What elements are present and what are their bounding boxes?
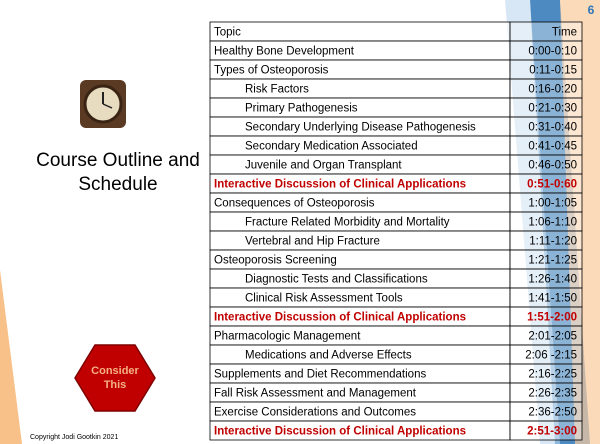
clock-image [80,80,126,128]
time: 2:16-2:25 [528,369,577,381]
stripe-orange [560,0,600,444]
time: 1:26-1:40 [528,274,577,286]
topic: Primary Pathogenesis [245,103,358,115]
topic: Consequences of Osteoporosis [214,198,375,210]
callout-hexagon [74,344,156,412]
topic: Interactive Discussion of Clinical Appli… [214,426,466,438]
time: 2:26-2:35 [528,388,577,400]
time: 2:36-2:50 [528,407,577,419]
topic: Osteoporosis Screening [214,255,337,267]
topic: Interactive Discussion of Clinical Appli… [214,312,466,324]
schedule-table: Topic Time Healthy Bone Development 0:00-0:… [209,21,583,441]
time: Time [552,27,577,39]
topic: Clinical Risk Assessment Tools [245,293,403,305]
time: 0:21-0:30 [528,103,577,115]
topic: Interactive Discussion of Clinical Appli… [214,179,466,191]
time: 0:31-0:40 [528,122,577,134]
title-line: Schedule [78,174,157,195]
time: 0:16-0:20 [528,84,577,96]
time: 1:11-1:20 [529,236,577,248]
time: 0:00-0:10 [528,46,577,58]
topic: Types of Osteoporosis [214,65,329,77]
callout-text: This [104,379,127,391]
stripe-light [505,0,560,444]
time: 0:11-0:15 [529,65,577,77]
topic: Fracture Related Morbidity and Mortality [245,217,450,229]
topic: Fall Risk Assessment and Management [214,388,417,400]
corner-accent [0,270,22,444]
topic: Secondary Underlying Disease Pathogenesi… [245,122,476,134]
title-line: Course Outline and [36,150,200,171]
time: 2:01-2:05 [528,331,577,343]
slide-number: 6 [588,3,595,17]
time: 1:00-1:05 [528,198,577,210]
time: 0:46-0:50 [528,160,577,172]
topic: Healthy Bone Development [214,46,355,58]
table-cell [209,21,511,42]
topic: Topic [214,27,241,39]
topic: Risk Factors [245,84,309,96]
time: 1:41-1:50 [528,293,577,305]
topic: Exercise Considerations and Outcomes [214,407,416,419]
topic: Medications and Adverse Effects [245,350,412,362]
time: 2:06 -2:15 [525,350,577,362]
time: 2:51-3:00 [527,426,577,438]
callout-text: Consider [91,365,139,377]
topic: Juvenile and Organ Transplant [245,160,402,172]
time: 1:51-2:00 [527,312,577,324]
time: 0:41-0:45 [528,141,577,153]
copyright: Copyright Jodi Gootkin 2021 [30,434,118,441]
topic: Secondary Medication Associated [245,141,418,153]
time: 1:06-1:10 [528,217,577,229]
time: 0:51-0:60 [527,179,577,191]
topic: Vertebral and Hip Fracture [245,236,380,248]
topic: Diagnostic Tests and Classifications [245,274,428,286]
table-cell [509,420,583,441]
time: 1:21-1:25 [528,255,577,267]
topic: Pharmacologic Management [214,331,361,343]
topic: Supplements and Diet Recommendations [214,369,426,381]
